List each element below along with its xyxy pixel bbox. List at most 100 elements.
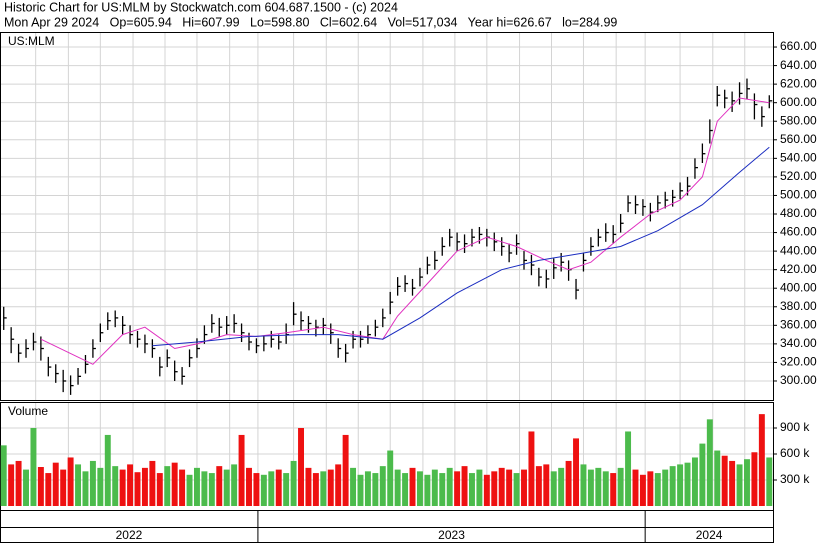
volume-bar (364, 471, 371, 506)
y-tick-label: 400.00 (780, 280, 817, 294)
volume-bar (632, 469, 639, 506)
volume-bar (461, 466, 468, 506)
price-panel (0, 32, 774, 401)
volume-bar (416, 471, 423, 506)
panel-label: Volume (8, 404, 48, 418)
volume-bar (15, 460, 22, 506)
volume-bar (104, 434, 111, 506)
volume-bar (127, 464, 134, 506)
volume-bar (684, 462, 691, 506)
y-tick-label: 600 k (780, 446, 810, 460)
volume-bar (193, 467, 200, 506)
y-tick-label: 500.00 (780, 188, 817, 202)
volume-bar (97, 467, 104, 506)
volume-bar (216, 466, 223, 506)
volume-bar (283, 473, 290, 506)
volume-bar (573, 438, 580, 506)
volume-bar (8, 464, 15, 506)
volume-bar (506, 469, 513, 506)
volume-bar (141, 467, 148, 506)
volume-bar (617, 467, 624, 506)
volume-bar (134, 472, 141, 506)
volume-bar (30, 428, 37, 506)
volume-bar (350, 467, 357, 506)
volume-bar (424, 474, 431, 506)
volume-bar (431, 469, 438, 506)
volume-bar (186, 474, 193, 506)
header-line: Historic Chart for US:MLM by Stockwatch.… (4, 0, 398, 14)
header-line: Mon Apr 29 2024 Op=605.94 Hi=607.99 Lo=5… (4, 15, 617, 29)
volume-bar (60, 469, 67, 506)
volume-bar (721, 455, 728, 506)
volume-bar (535, 466, 542, 506)
y-tick-label: 300 k (780, 472, 810, 486)
volume-bar (595, 467, 602, 506)
y-tick-label: 520.00 (780, 169, 817, 183)
volume-bar (439, 473, 446, 506)
volume-bar (744, 459, 750, 506)
volume-bar (253, 473, 260, 506)
volume-bar (335, 464, 342, 506)
volume-bar (89, 460, 96, 506)
y-tick-label: 480.00 (780, 206, 817, 220)
volume-bar (275, 469, 282, 506)
volume-bar (320, 471, 327, 506)
volume-bar (662, 469, 669, 506)
y-tick-label: 580.00 (780, 113, 817, 127)
volume-bar (268, 471, 275, 506)
volume-bar (223, 469, 230, 506)
volume-bar (357, 474, 364, 506)
volume-bar (580, 464, 587, 506)
volume-bar (231, 464, 238, 506)
volume-bar (654, 473, 661, 506)
volume-bar (758, 414, 765, 506)
volume-bar (625, 431, 632, 506)
volume-bar (491, 471, 498, 506)
y-tick-label: 360.00 (780, 317, 817, 331)
volume-bar (394, 469, 401, 506)
y-tick-label: 620.00 (780, 76, 817, 90)
volume-bar (736, 464, 743, 506)
volume-bar (305, 467, 312, 506)
volume-bar (260, 474, 267, 506)
volume-bar (639, 474, 646, 506)
y-tick-label: 300.00 (780, 373, 817, 387)
y-tick-label: 600.00 (780, 95, 817, 109)
y-tick-label: 340.00 (780, 336, 817, 350)
y-tick-label: 420.00 (780, 262, 817, 276)
volume-bar (112, 466, 119, 506)
volume-bar (714, 450, 721, 506)
x-tick-label: 2023 (438, 528, 465, 542)
volume-bar (469, 473, 475, 506)
volume-bar (0, 445, 7, 506)
volume-bar (379, 466, 386, 506)
volume-bar (387, 450, 394, 506)
volume-bar (52, 462, 59, 506)
volume-bar (602, 471, 609, 506)
volume-bar (587, 469, 594, 506)
volume-bar (521, 469, 527, 506)
y-tick-label: 320.00 (780, 355, 817, 369)
volume-bar (298, 428, 304, 506)
volume-bar (342, 434, 349, 506)
volume-bar (290, 460, 297, 506)
volume-bar (483, 474, 490, 506)
volume-bar (37, 467, 44, 506)
volume-bar (23, 469, 29, 506)
panel-label: US:MLM (8, 34, 55, 48)
volume-bar (402, 473, 409, 506)
y-tick-label: 540.00 (780, 151, 817, 165)
volume-bar (119, 469, 126, 506)
volume-bar (156, 473, 163, 506)
volume-bar (677, 464, 684, 506)
volume-bar (171, 462, 178, 506)
volume-bar (67, 457, 74, 506)
volume-bar (751, 452, 758, 506)
volume-bar (45, 473, 52, 506)
moving-average (152, 146, 770, 347)
volume-bar (498, 467, 505, 506)
y-tick-label: 660.00 (780, 39, 817, 53)
volume-bar (513, 473, 520, 506)
volume-bar (543, 464, 550, 506)
